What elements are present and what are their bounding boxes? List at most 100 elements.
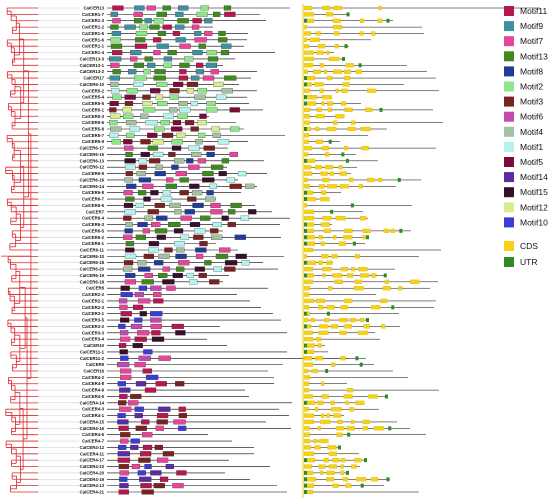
gene-label: CaICER4-17: [80, 458, 105, 463]
motif-box: [138, 457, 151, 463]
motif-box: [188, 145, 200, 151]
motif-box: [129, 126, 140, 132]
cds-block: [316, 50, 324, 55]
legend-label: Motif8: [520, 66, 543, 76]
motif-box: [161, 132, 174, 138]
motif-box: [171, 145, 182, 151]
utr-block: [341, 152, 345, 157]
gene-label: CaICER4-16: [80, 426, 105, 431]
motif-box: [162, 279, 175, 285]
motif-box: [124, 228, 133, 234]
motif-box: [224, 75, 237, 81]
utr-block: [304, 324, 307, 329]
motif-box: [135, 381, 147, 387]
gene-label: CaICER6-17: [80, 146, 105, 151]
motif-box: [117, 419, 129, 425]
cds-block: [362, 228, 371, 233]
cds-block: [303, 362, 314, 367]
motif-box: [172, 272, 183, 278]
cds-block: [306, 196, 317, 202]
motif-box: [142, 94, 151, 100]
cds-block: [332, 273, 343, 278]
motif-box: [120, 317, 130, 323]
cds-block: [303, 114, 311, 119]
motif-box: [120, 374, 132, 380]
motif-box: [112, 94, 122, 100]
cds-block: [303, 413, 315, 418]
motif-box: [190, 126, 199, 132]
motif-box: [110, 113, 121, 119]
cds-block: [303, 305, 310, 310]
motif-box: [160, 120, 170, 126]
motif-box: [108, 56, 122, 62]
motif-box: [209, 279, 220, 285]
cds-block: [303, 438, 311, 444]
motif-box: [134, 5, 145, 11]
gene-label: CaICER5-9: [82, 139, 105, 144]
motif-box: [112, 69, 121, 75]
motif-box: [150, 470, 162, 476]
motif-box: [223, 5, 232, 11]
cds-block: [349, 407, 355, 412]
motif-box: [171, 164, 179, 170]
cds-block: [330, 400, 335, 405]
motif-box: [150, 285, 162, 291]
motif-box: [132, 304, 144, 310]
utr-block: [346, 470, 349, 475]
motif-box: [178, 75, 189, 81]
gene-label: CaICER1-3: [82, 18, 105, 23]
utr-block: [344, 44, 348, 49]
cds-block: [339, 184, 349, 189]
motif-box: [152, 37, 162, 43]
motif-box: [142, 183, 154, 189]
motif-box: [205, 62, 218, 68]
utr-block: [388, 426, 392, 431]
motif-box: [191, 190, 203, 196]
utr-block: [330, 209, 334, 214]
motif-box: [196, 62, 204, 68]
cds-block: [322, 5, 331, 11]
cds-block: [339, 330, 347, 335]
gene-label: CaICER4-14: [80, 400, 105, 405]
cds-block: [350, 419, 355, 425]
cds-block: [320, 470, 324, 475]
motif-box: [192, 50, 203, 56]
motif-box: [134, 43, 148, 49]
motif-box: [195, 69, 205, 75]
gene-label: CaICER1-4: [82, 50, 105, 55]
motif-box: [124, 279, 137, 285]
cds-block: [306, 483, 315, 488]
legend-label: Motif11: [520, 6, 548, 16]
legend-label: Motif6: [520, 112, 543, 122]
cds-block: [310, 317, 315, 323]
cds-block: [339, 317, 348, 323]
motif-box: [142, 107, 156, 113]
motif-box: [130, 56, 138, 62]
motif-box: [159, 476, 169, 482]
cds-block: [340, 356, 346, 361]
motif-box: [218, 171, 227, 177]
motif-box: [141, 419, 150, 425]
motif-box: [145, 120, 158, 126]
motif-box: [171, 126, 183, 132]
cds-block: [358, 184, 363, 189]
cds-block: [332, 483, 339, 488]
utr-block: [328, 139, 332, 144]
motif-box: [130, 393, 142, 399]
utr-block: [304, 343, 307, 348]
legend-label: Motif15: [520, 187, 548, 197]
motif-box: [190, 151, 202, 157]
motif-box: [109, 101, 119, 107]
motif-box: [162, 266, 170, 272]
motif-box: [109, 120, 118, 126]
cds-block: [384, 279, 390, 284]
cds-block: [321, 101, 325, 106]
motif-box: [206, 107, 218, 113]
legend-swatch: [504, 21, 514, 32]
cds-block: [306, 400, 316, 405]
motif-box: [215, 253, 229, 259]
cds-block: [303, 356, 313, 361]
cds-block: [306, 82, 313, 87]
motif-box: [124, 177, 133, 183]
motif-box: [166, 177, 174, 183]
